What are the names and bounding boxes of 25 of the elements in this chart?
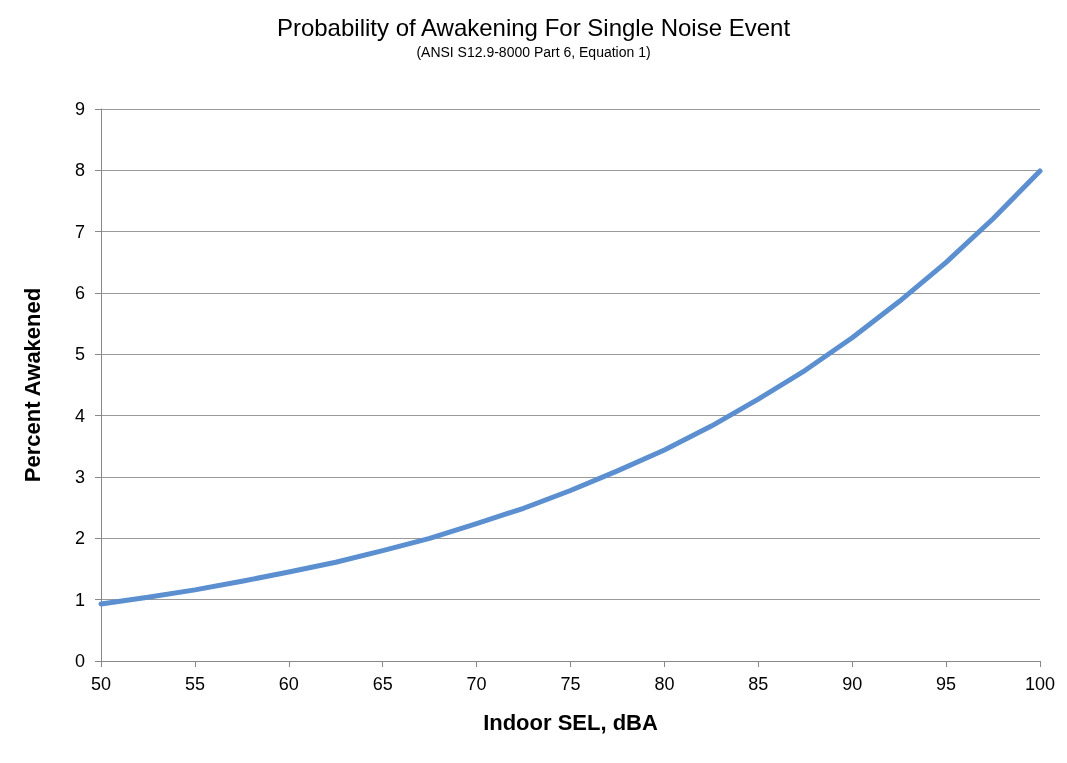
y-tick-label: 8 (74, 160, 85, 181)
x-tick-label: 100 (1024, 674, 1056, 694)
x-tick-label: 85 (748, 674, 769, 694)
x-tick-label: 50 (90, 674, 112, 694)
x-tick-label: 75 (560, 674, 581, 694)
chart-title: Probability of Awakening For Single Noise Event (276, 13, 791, 41)
x-tick-label: 70 (466, 674, 487, 694)
y-tick-label: 7 (74, 221, 85, 242)
x-tick-label: 90 (842, 674, 863, 694)
x-axis-title: Indoor SEL, dBA (483, 709, 658, 735)
y-tick-label: 6 (74, 283, 85, 303)
y-tick-label: 4 (74, 405, 85, 426)
y-tick-label: 9 (74, 99, 85, 119)
y-axis-title: Percent Awakened (19, 287, 45, 483)
y-tick-label: 5 (74, 344, 85, 365)
y-tick-label: 0 (74, 651, 85, 671)
chart-subtitle: (ANSI S12.9-8000 Part 6, Equation 1) (416, 44, 651, 60)
x-tick-label: 60 (278, 674, 299, 694)
y-tick-label: 3 (74, 467, 85, 487)
y-tick-label: 2 (74, 528, 85, 549)
x-tick-label: 80 (654, 674, 675, 694)
y-tick-label: 1 (74, 589, 85, 610)
x-tick-label: 95 (936, 674, 957, 694)
x-tick-label: 65 (372, 674, 393, 694)
x-tick-label: 55 (184, 674, 205, 694)
